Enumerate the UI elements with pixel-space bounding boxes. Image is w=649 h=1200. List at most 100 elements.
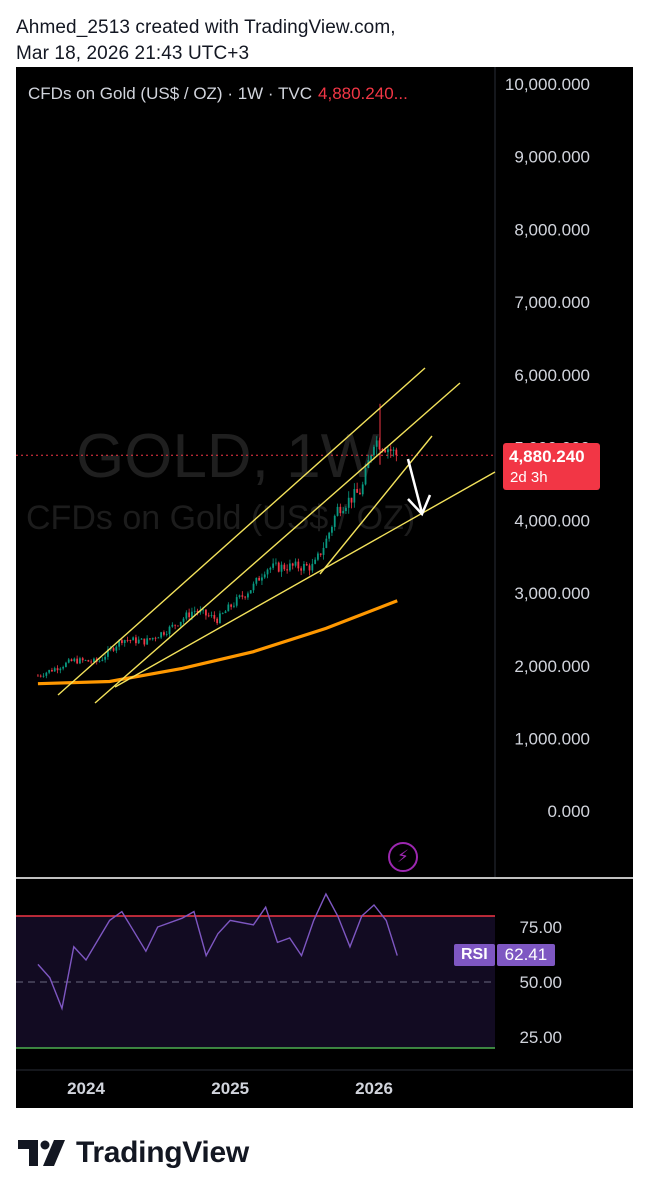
candle-body (56, 668, 59, 671)
candle-body (289, 563, 291, 571)
candle-body (294, 561, 297, 566)
candle-body (202, 609, 205, 611)
candle-body (333, 515, 336, 527)
projection-arrow-head (407, 494, 432, 517)
candle-body (216, 618, 219, 624)
price-axis-label: 3,000.000 (514, 584, 590, 603)
projection-arrow-shaft[interactable] (406, 458, 424, 514)
tradingview-brand: TradingView (18, 1136, 249, 1170)
price-tag-countdown: 2d 3h (510, 469, 548, 486)
candle-body (193, 610, 196, 612)
candle-body (196, 610, 199, 613)
symbol-legend[interactable]: CFDs on Gold (US$ / OZ) · 1W · TVC 4,880.… (28, 84, 408, 104)
candle-body (182, 618, 185, 622)
candle-body (137, 639, 140, 644)
candle-body (392, 449, 395, 451)
channel-upper-line[interactable] (57, 367, 426, 696)
candle-body (185, 612, 188, 619)
candle-body (51, 669, 53, 672)
candle-body (213, 615, 216, 619)
price-axis-label: 6,000.000 (514, 366, 590, 385)
candle-body (90, 661, 93, 663)
candle-body (171, 624, 174, 627)
candle-body (207, 615, 210, 617)
price-axis-label: 9,000.000 (514, 148, 590, 167)
candle-body (389, 449, 392, 451)
candle-body (249, 590, 252, 594)
moving-average-line[interactable] (37, 599, 398, 686)
candle-body (272, 563, 275, 568)
author-line: Ahmed_2513 created with TradingView.com, (16, 17, 396, 38)
rsi-line[interactable] (37, 892, 398, 1011)
time-axis-label: 2026 (355, 1079, 393, 1098)
chart-canvas[interactable]: GOLD, 1W CFDs on Gold (US$ / OZ) 75.00 50… (16, 67, 633, 1108)
candle-body (140, 638, 143, 640)
candle-body (143, 638, 146, 645)
candle-body (238, 595, 241, 598)
candle-body (151, 637, 154, 640)
candle-body (356, 489, 359, 493)
candle-body (297, 561, 300, 569)
tradingview-logo-icon (18, 1140, 65, 1166)
candle-body (384, 450, 387, 453)
candle-body (179, 621, 182, 626)
candle-body (129, 640, 132, 641)
candle-body (107, 649, 109, 657)
candle-body (247, 593, 249, 598)
candle-body (387, 449, 389, 453)
watermark-description: CFDs on Gold (US$ / OZ) (26, 499, 415, 537)
candle-body (342, 511, 345, 514)
rsi-tag: RSI 62.41 (454, 943, 556, 967)
candle-body (230, 604, 233, 607)
rsi-axis-label: 25.00 (519, 1028, 562, 1047)
price-axis-label: 7,000.000 (514, 293, 590, 312)
bolt-icon[interactable]: ⚡ (388, 842, 418, 872)
price-axis-label: 2,000.000 (514, 657, 590, 676)
candle-body (165, 634, 168, 635)
price-axis-label: 4,000.000 (514, 511, 590, 530)
candle-body (146, 638, 149, 645)
time-axis-label: 2025 (211, 1079, 249, 1098)
candle-body (280, 564, 283, 572)
channel-lower-line[interactable] (94, 382, 461, 704)
candle-body (375, 440, 378, 447)
candle-body (252, 583, 255, 591)
candle-body (45, 672, 48, 676)
candle-body (42, 675, 45, 677)
candle-body (59, 668, 62, 671)
candle-body (269, 567, 272, 570)
candle-body (101, 659, 104, 661)
candle-body (115, 646, 118, 651)
candle-body (328, 532, 331, 539)
candle-body (322, 547, 325, 555)
candle-body (331, 526, 333, 533)
watermark-ticker: GOLD, 1W (76, 422, 380, 491)
candle-body (227, 604, 230, 612)
candle-body (132, 637, 135, 641)
candle-body (73, 658, 76, 662)
candle-body (205, 609, 207, 616)
chart-frame[interactable]: GOLD, 1W CFDs on Gold (US$ / OZ) 75.00 50… (16, 67, 633, 1108)
candle-body (275, 562, 277, 564)
candle-body (339, 506, 342, 514)
candle-body (373, 446, 375, 456)
candle-body (123, 640, 126, 644)
tradingview-wordmark: TradingView (76, 1136, 249, 1169)
legend-price: 4,880.240... (318, 84, 408, 103)
candle-body (174, 624, 177, 626)
candle-body (65, 662, 67, 667)
steep-trend-line[interactable] (319, 435, 433, 575)
rsi-tag-value: 62.41 (496, 944, 556, 966)
candle-body (319, 553, 322, 555)
candle-body (345, 507, 347, 512)
candle-body (286, 569, 289, 571)
candle-body (336, 506, 339, 516)
candle-body (308, 565, 311, 571)
candle-body (160, 632, 163, 638)
candle-body (353, 489, 356, 503)
candle-body (37, 675, 39, 677)
candle-body (263, 574, 266, 578)
price-axis-label: 8,000.000 (514, 220, 590, 239)
support-curve-line[interactable] (114, 471, 496, 688)
candle-body (84, 660, 87, 661)
